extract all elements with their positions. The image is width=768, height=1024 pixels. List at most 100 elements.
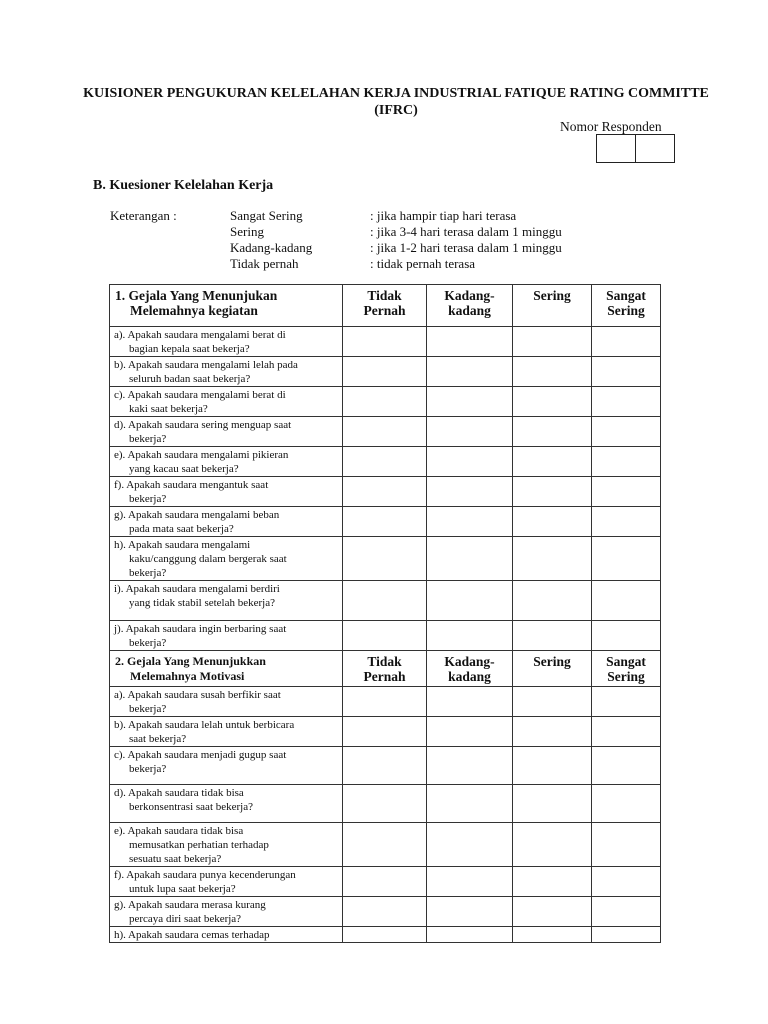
answer-cell-sangat-sering[interactable] (591, 416, 661, 447)
question-line: seluruh badan saat bekerja? (129, 373, 251, 385)
answer-cell-kadang-kadang[interactable] (426, 866, 513, 897)
respondent-digit-box[interactable] (596, 134, 636, 163)
answer-cell-kadang-kadang[interactable] (426, 386, 513, 417)
question-line: a). Apakah saudara susah berfikir saat (114, 689, 281, 701)
answer-cell-kadang-kadang[interactable] (426, 716, 513, 747)
answer-cell-kadang-kadang[interactable] (426, 536, 513, 581)
legend-term: Sering (230, 224, 264, 239)
answer-cell-tidak-pernah[interactable] (342, 416, 427, 447)
answer-cell-tidak-pernah[interactable] (342, 822, 427, 867)
answer-cell-sering[interactable] (512, 446, 592, 477)
answer-cell-sering[interactable] (512, 822, 592, 867)
answer-cell-sangat-sering[interactable] (591, 686, 661, 717)
answer-cell-tidak-pernah[interactable] (342, 716, 427, 747)
answer-cell-tidak-pernah[interactable] (342, 446, 427, 477)
answer-cell-tidak-pernah[interactable] (342, 620, 427, 651)
question-row: i). Apakah saudara mengalami berdiri yang… (109, 580, 661, 621)
question-text: e). Apakah saudara tidak bisa memusatkan … (109, 822, 343, 867)
answer-cell-sangat-sering[interactable] (591, 896, 661, 927)
section-title-line: 2. Gejala Yang Menunjukkan (115, 654, 266, 668)
answer-cell-sering[interactable] (512, 506, 592, 537)
question-line: bagian kepala saat bekerja? (129, 343, 250, 355)
answer-cell-sering[interactable] (512, 896, 592, 927)
answer-cell-sangat-sering[interactable] (591, 784, 661, 823)
answer-cell-sangat-sering[interactable] (591, 476, 661, 507)
question-line: c). Apakah saudara menjadi gugup saat (114, 749, 287, 761)
answer-cell-sering[interactable] (512, 926, 592, 943)
answer-cell-sering[interactable] (512, 386, 592, 417)
answer-cell-sangat-sering[interactable] (591, 866, 661, 897)
answer-cell-sangat-sering[interactable] (591, 580, 661, 621)
question-line: bekerja? (129, 493, 167, 505)
question-line: e). Apakah saudara tidak bisa (114, 825, 244, 837)
answer-cell-tidak-pernah[interactable] (342, 386, 427, 417)
answer-cell-tidak-pernah[interactable] (342, 866, 427, 897)
question-text: j). Apakah saudara ingin berbaring saat b… (109, 620, 343, 651)
answer-cell-kadang-kadang[interactable] (426, 416, 513, 447)
legend-term: Tidak pernah (230, 256, 299, 271)
answer-cell-tidak-pernah[interactable] (342, 896, 427, 927)
legend-description: : jika hampir tiap hari terasa (370, 208, 517, 223)
question-row: d). Apakah saudara tidak bisa berkonsentr… (109, 784, 661, 823)
answer-cell-kadang-kadang[interactable] (426, 356, 513, 387)
answer-cell-kadang-kadang[interactable] (426, 620, 513, 651)
answer-cell-sangat-sering[interactable] (591, 746, 661, 785)
answer-cell-sering[interactable] (512, 784, 592, 823)
answer-cell-tidak-pernah[interactable] (342, 784, 427, 823)
answer-cell-sangat-sering[interactable] (591, 446, 661, 477)
question-line: d). Apakah saudara tidak bisa (114, 787, 244, 799)
questionnaire-table: 1. Gejala Yang Menunjukan Melemahnya kegi… (109, 284, 661, 943)
answer-cell-kadang-kadang[interactable] (426, 926, 513, 943)
answer-cell-sering[interactable] (512, 620, 592, 651)
answer-cell-sangat-sering[interactable] (591, 326, 661, 357)
answer-cell-sering[interactable] (512, 716, 592, 747)
answer-cell-kadang-kadang[interactable] (426, 822, 513, 867)
answer-cell-sangat-sering[interactable] (591, 356, 661, 387)
section-header-row: 2. Gejala Yang Menunjukkan Melemahnya Mot… (109, 650, 661, 687)
answer-cell-tidak-pernah[interactable] (342, 356, 427, 387)
answer-cell-tidak-pernah[interactable] (342, 326, 427, 357)
answer-cell-sangat-sering[interactable] (591, 716, 661, 747)
answer-cell-sangat-sering[interactable] (591, 620, 661, 651)
answer-cell-sering[interactable] (512, 326, 592, 357)
answer-cell-sering[interactable] (512, 580, 592, 621)
answer-cell-sering[interactable] (512, 536, 592, 581)
question-line: e). Apakah saudara mengalami pikieran (114, 449, 289, 461)
answer-cell-kadang-kadang[interactable] (426, 476, 513, 507)
answer-cell-sangat-sering[interactable] (591, 926, 661, 943)
answer-cell-sangat-sering[interactable] (591, 536, 661, 581)
answer-cell-sangat-sering[interactable] (591, 386, 661, 417)
answer-cell-kadang-kadang[interactable] (426, 446, 513, 477)
question-text: f). Apakah saudara mengantuk saat bekerja… (109, 476, 343, 507)
answer-cell-sering[interactable] (512, 356, 592, 387)
answer-cell-sering[interactable] (512, 746, 592, 785)
question-text: a). Apakah saudara mengalami berat di bag… (109, 326, 343, 357)
answer-cell-tidak-pernah[interactable] (342, 746, 427, 785)
answer-cell-tidak-pernah[interactable] (342, 580, 427, 621)
answer-cell-tidak-pernah[interactable] (342, 476, 427, 507)
answer-cell-tidak-pernah[interactable] (342, 506, 427, 537)
answer-cell-sangat-sering[interactable] (591, 822, 661, 867)
answer-cell-sangat-sering[interactable] (591, 506, 661, 537)
answer-cell-kadang-kadang[interactable] (426, 686, 513, 717)
answer-cell-kadang-kadang[interactable] (426, 746, 513, 785)
answer-cell-tidak-pernah[interactable] (342, 926, 427, 943)
answer-cell-tidak-pernah[interactable] (342, 686, 427, 717)
answer-cell-kadang-kadang[interactable] (426, 580, 513, 621)
answer-cell-sering[interactable] (512, 476, 592, 507)
document-title: KUISIONER PENGUKURAN KELELAHAN KERJA IND… (83, 86, 709, 101)
question-text: h). Apakah saudara cemas terhadap (109, 926, 343, 943)
question-line: memusatkan perhatian terhadap (129, 839, 269, 851)
answer-cell-sering[interactable] (512, 416, 592, 447)
answer-cell-kadang-kadang[interactable] (426, 326, 513, 357)
document-title-abbreviation: (IFRC) (374, 103, 418, 118)
question-row: f). Apakah saudara punya kecenderungan un… (109, 866, 661, 897)
question-text: g). Apakah saudara mengalami beban pada m… (109, 506, 343, 537)
respondent-digit-box[interactable] (636, 134, 675, 163)
answer-cell-kadang-kadang[interactable] (426, 784, 513, 823)
answer-cell-tidak-pernah[interactable] (342, 536, 427, 581)
answer-cell-kadang-kadang[interactable] (426, 506, 513, 537)
answer-cell-sering[interactable] (512, 866, 592, 897)
answer-cell-kadang-kadang[interactable] (426, 896, 513, 927)
answer-cell-sering[interactable] (512, 686, 592, 717)
